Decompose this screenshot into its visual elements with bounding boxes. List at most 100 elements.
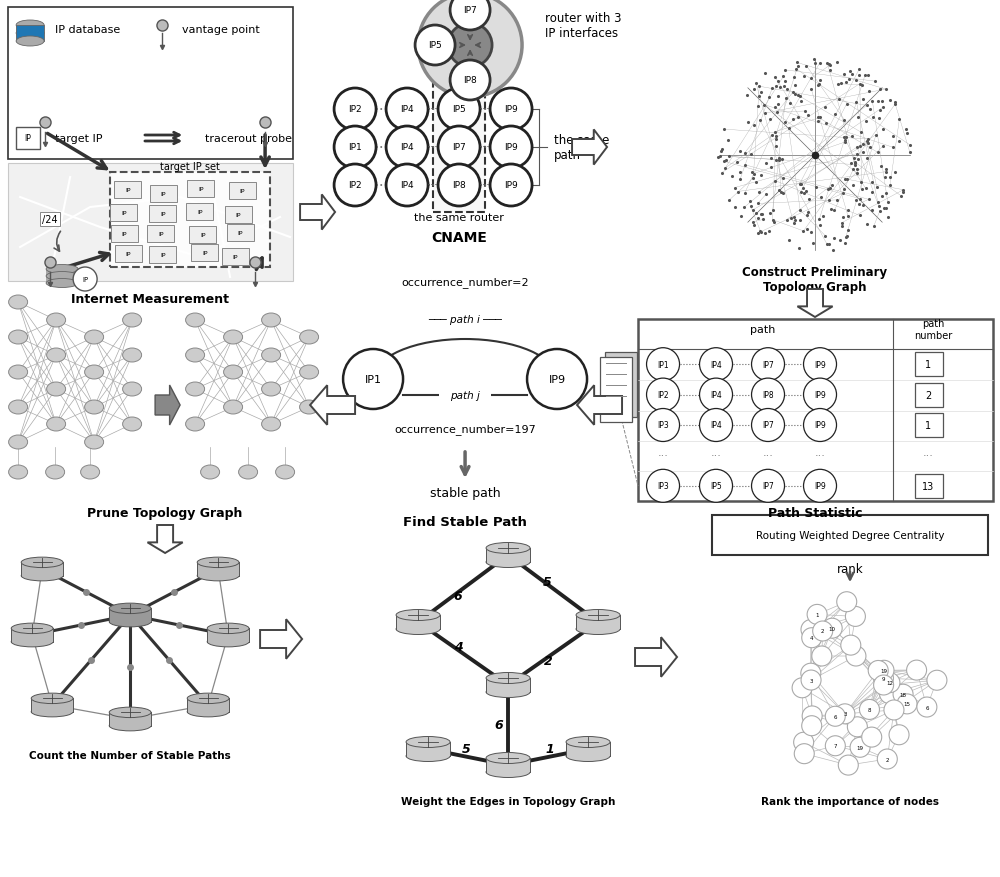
Circle shape [846,646,866,667]
Text: IP: IP [200,233,206,238]
Point [795,225,811,239]
Point [839,230,855,244]
Text: 5: 5 [543,575,552,588]
Circle shape [838,755,858,775]
Ellipse shape [109,603,151,614]
Ellipse shape [16,29,44,39]
Circle shape [700,348,733,381]
Point [740,116,756,130]
Point [779,213,795,227]
Point [872,82,888,96]
Text: 4: 4 [454,640,462,652]
Text: 2: 2 [544,654,552,667]
Point [776,80,792,94]
Point [761,90,777,104]
Bar [46,270,78,276]
Ellipse shape [406,737,450,748]
Circle shape [801,663,821,683]
Text: 6: 6 [495,718,503,731]
Point [858,115,874,129]
Text: 9: 9 [882,676,885,681]
Ellipse shape [109,617,151,627]
Circle shape [418,0,522,98]
Bar [109,712,151,726]
Circle shape [825,707,845,726]
Text: IP7: IP7 [452,143,466,153]
Point [898,123,914,137]
Text: ···: ··· [479,103,491,117]
Point [839,98,855,112]
Text: IP: IP [197,210,203,215]
Point [873,160,889,175]
Point [787,79,803,93]
Point [811,77,827,91]
Point [837,173,853,187]
Circle shape [812,646,832,667]
Point [714,143,730,157]
Text: Construct Preliminary
Topology Graph: Construct Preliminary Topology Graph [742,266,888,294]
Circle shape [802,628,822,648]
Bar [396,616,440,630]
Ellipse shape [566,737,610,748]
Point [785,112,801,126]
Ellipse shape [262,348,281,362]
Point [850,153,866,167]
Point [754,208,770,222]
Ellipse shape [224,366,243,380]
Text: target IP: target IP [55,134,103,144]
Point [880,196,896,210]
Point [848,74,864,88]
Point [737,146,753,160]
Text: ···: ··· [923,451,933,461]
Point [878,162,894,176]
Ellipse shape [197,571,239,581]
Bar [150,185,177,203]
Text: Prune Topology Graph: Prune Topology Graph [87,507,243,520]
Point [751,186,767,200]
Point [752,114,768,128]
Circle shape [850,738,870,758]
Point [781,234,797,248]
Circle shape [647,379,680,411]
Circle shape [862,727,882,747]
Point [824,179,840,193]
Bar [605,353,637,417]
Circle shape [527,350,587,410]
Point [875,101,891,115]
Ellipse shape [123,348,142,362]
Point [859,99,875,113]
Text: IP1: IP1 [348,143,362,153]
FancyArrow shape [572,131,607,166]
Text: IP: IP [235,213,241,217]
Ellipse shape [31,707,73,717]
Point [762,207,778,221]
Circle shape [415,26,455,66]
Ellipse shape [47,314,66,328]
Point [750,212,766,226]
Point [770,98,786,112]
Circle shape [334,165,376,207]
Circle shape [897,694,917,714]
Text: IP2: IP2 [657,390,669,400]
FancyArrow shape [797,289,833,317]
Bar [110,173,270,267]
Text: 2: 2 [886,757,889,761]
Ellipse shape [46,265,78,275]
Point [850,111,866,125]
Circle shape [880,673,900,693]
Point [800,109,816,123]
Circle shape [804,348,837,381]
Ellipse shape [123,314,142,328]
Ellipse shape [396,624,440,635]
Ellipse shape [396,610,440,621]
Ellipse shape [9,466,28,480]
Point [798,60,814,74]
Text: 2: 2 [925,390,931,400]
Circle shape [752,470,785,503]
Point [768,80,784,94]
Circle shape [386,89,428,131]
Point [717,161,733,175]
Circle shape [438,89,480,131]
Ellipse shape [224,401,243,415]
Point [819,57,835,71]
